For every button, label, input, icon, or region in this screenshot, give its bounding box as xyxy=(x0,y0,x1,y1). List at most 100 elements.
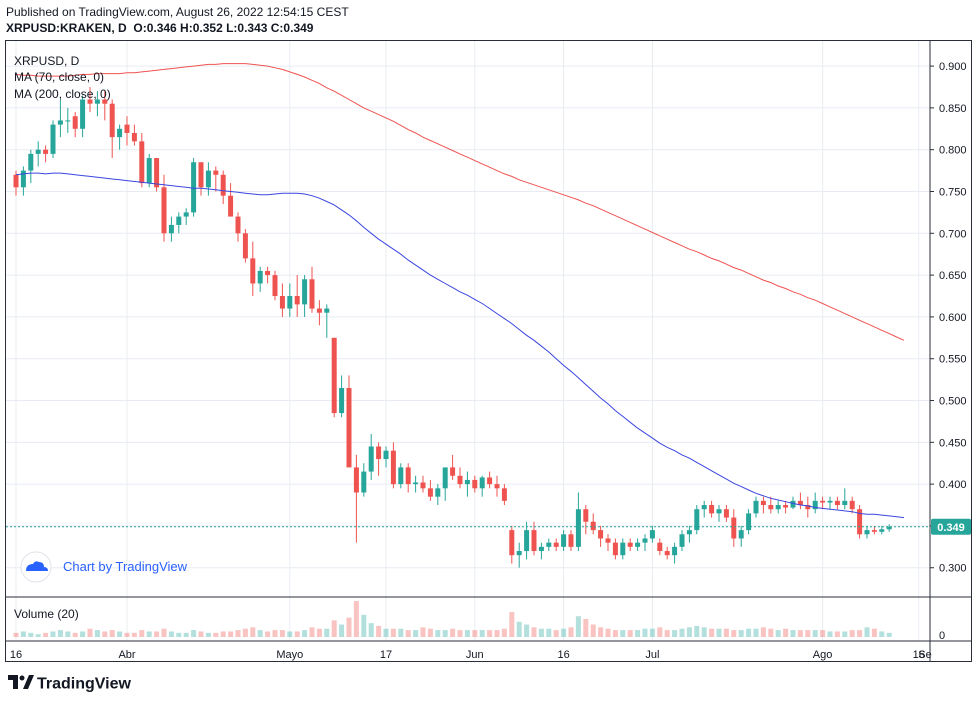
volume-bar xyxy=(353,601,359,637)
candle-body xyxy=(494,484,500,489)
volume-bar xyxy=(405,630,411,637)
candle-body xyxy=(272,275,278,297)
candle-body xyxy=(509,530,515,556)
candle-body xyxy=(746,513,752,531)
tradingview-watermark[interactable]: Chart by TradingView xyxy=(20,551,188,583)
chart-frame[interactable] xyxy=(5,40,972,662)
candle xyxy=(864,525,870,539)
price-tick-label: 0.450 xyxy=(939,437,967,449)
candle-body xyxy=(738,530,744,539)
candle xyxy=(287,283,293,317)
volume-bar xyxy=(472,630,478,637)
price-tick-label: 0.650 xyxy=(939,270,967,282)
candle-body xyxy=(316,308,322,313)
legend-ma200: MA (200, close, 0) xyxy=(14,87,111,101)
candle-body xyxy=(117,128,123,138)
volume-bar xyxy=(679,628,685,637)
candle-body xyxy=(864,530,870,535)
candle-body xyxy=(154,158,160,188)
candle-body xyxy=(842,500,848,506)
candle-body xyxy=(871,530,877,532)
candle-body xyxy=(57,120,63,125)
price-tick-label: 0.850 xyxy=(939,103,967,115)
candle xyxy=(731,509,737,547)
candle xyxy=(139,132,145,188)
candle xyxy=(309,266,315,313)
candle-body xyxy=(775,505,781,510)
volume-bar xyxy=(72,632,78,637)
candle-body xyxy=(124,124,130,133)
candle xyxy=(849,496,855,514)
candle xyxy=(524,521,530,560)
volume-bar xyxy=(450,628,456,637)
volume-bar xyxy=(383,628,389,637)
candle xyxy=(43,145,49,163)
candle-body xyxy=(849,500,855,510)
candle-body xyxy=(531,530,537,552)
candle-body xyxy=(213,170,219,175)
volume-bar xyxy=(701,627,707,637)
last-price-badge: 0.349 xyxy=(931,518,971,535)
volume-bar xyxy=(309,627,315,637)
candle xyxy=(746,509,752,535)
volume-bar xyxy=(783,628,789,637)
price-tick-label: 0.400 xyxy=(939,479,967,491)
volume-bar xyxy=(605,628,611,637)
candle-body xyxy=(228,195,234,217)
volume-bar xyxy=(857,630,863,637)
volume-bars xyxy=(13,601,892,637)
candle-body xyxy=(797,500,803,506)
volume-bar xyxy=(642,628,648,637)
price-tick-label: 0.300 xyxy=(939,563,967,575)
candle xyxy=(871,525,877,535)
candle xyxy=(65,107,71,133)
volume-bar xyxy=(294,631,300,637)
candle xyxy=(294,275,300,317)
candle xyxy=(168,216,174,242)
candle-body xyxy=(820,500,826,503)
candle xyxy=(146,153,152,188)
legend-ma70: MA (70, close, 0) xyxy=(14,70,104,84)
volume-bar xyxy=(768,628,774,637)
candle-body xyxy=(649,530,655,539)
footer-brand[interactable]: TradingView xyxy=(8,675,131,694)
candle xyxy=(383,446,389,468)
candle xyxy=(28,149,34,184)
volume-bar xyxy=(376,625,382,637)
symbol-label: XRPUSD:KRAKEN, D xyxy=(6,21,127,35)
candle-body xyxy=(561,534,567,547)
volume-bar xyxy=(390,628,396,637)
ma70-line xyxy=(15,172,905,519)
tradingview-logo-icon xyxy=(8,675,34,694)
candle xyxy=(820,496,826,510)
candle xyxy=(20,166,26,196)
volume-bar xyxy=(272,630,278,637)
candle xyxy=(35,141,41,167)
time-tick-label: Se xyxy=(918,649,931,661)
candle xyxy=(154,158,160,192)
volume-bar xyxy=(746,628,752,637)
candle-body xyxy=(479,477,485,489)
volume-bar xyxy=(731,630,737,637)
candle-body xyxy=(398,467,404,485)
time-tick-label: Abr xyxy=(118,649,135,661)
volume-bar xyxy=(139,630,145,637)
candle-body xyxy=(383,450,389,460)
candle xyxy=(516,542,522,568)
candle-body xyxy=(857,509,863,535)
candle-body xyxy=(524,530,530,552)
candle-body xyxy=(176,216,182,225)
candle xyxy=(723,505,729,522)
candle-body xyxy=(464,479,470,485)
volume-bar xyxy=(538,628,544,637)
volume-bar xyxy=(435,630,441,637)
volume-bar xyxy=(183,632,189,637)
volume-bar xyxy=(176,632,182,637)
candle xyxy=(324,304,330,338)
candle xyxy=(80,95,86,138)
candle xyxy=(257,266,263,292)
candle xyxy=(642,534,648,552)
volume-bar xyxy=(413,630,419,637)
